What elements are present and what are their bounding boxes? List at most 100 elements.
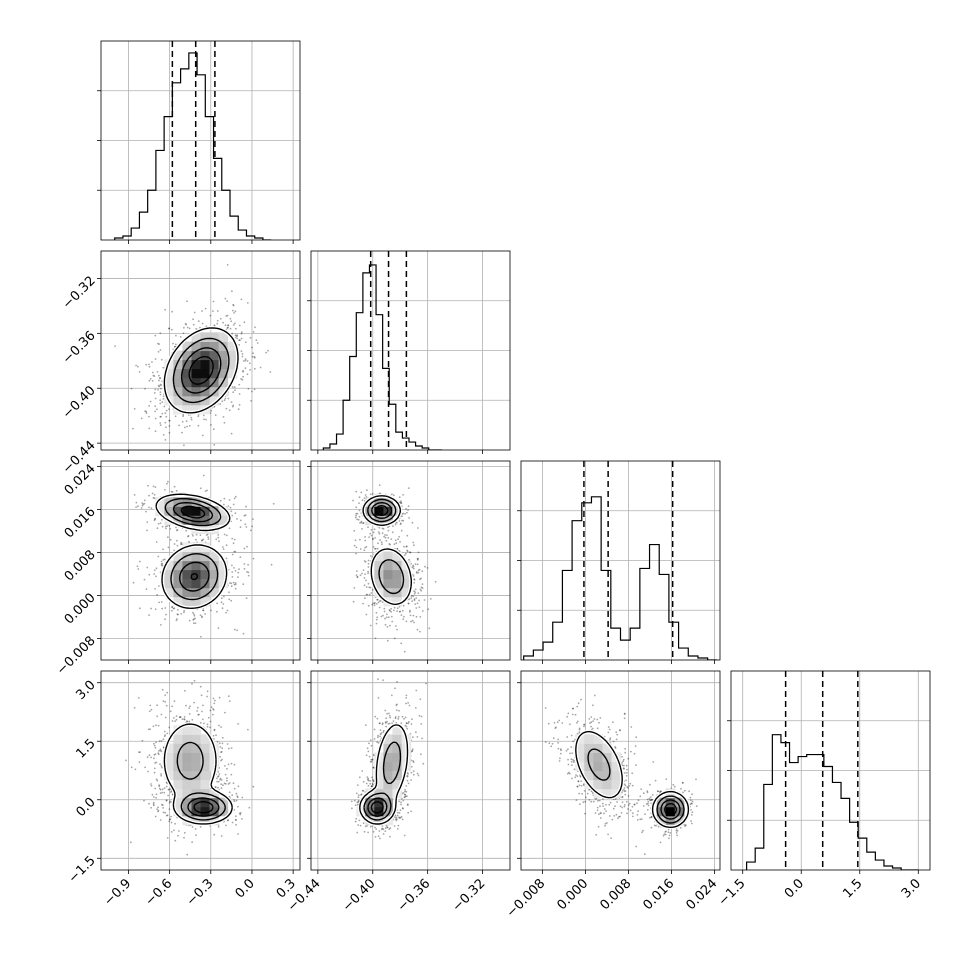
scatter-point <box>354 804 357 807</box>
density-cell <box>164 761 174 772</box>
scatter-point <box>150 708 153 711</box>
scatter-point <box>624 790 627 792</box>
scatter-point <box>378 532 381 535</box>
scatter-point <box>228 409 231 412</box>
scatter-point <box>577 780 580 783</box>
scatter-point <box>396 521 398 524</box>
scatter-point <box>175 334 177 337</box>
contour-line <box>176 741 226 821</box>
scatter-point <box>664 833 667 836</box>
scatter-point <box>657 790 659 793</box>
scatter-point <box>159 763 161 766</box>
x-tick-label: 0.0 <box>233 876 258 901</box>
scatter-point <box>591 792 594 795</box>
scatter-point <box>644 813 646 816</box>
scatter-point <box>192 611 194 614</box>
scatter-point <box>171 720 174 722</box>
scatter-point <box>623 790 626 793</box>
histogram-panel-3 <box>517 461 720 664</box>
scatter-point <box>583 723 586 726</box>
density-cell <box>374 578 384 589</box>
density-cell <box>365 497 375 507</box>
scatter-point <box>176 618 178 620</box>
scatter-point <box>140 417 143 420</box>
scatter-point <box>159 415 162 418</box>
scatter-point <box>209 314 212 317</box>
scatter-point <box>675 832 678 834</box>
scatter-point <box>173 607 176 610</box>
density-cell <box>173 788 183 799</box>
density-cell <box>209 578 220 589</box>
density-cell <box>209 551 220 562</box>
scatter-point <box>384 827 387 830</box>
scatter-point <box>405 545 408 548</box>
scatter-point <box>378 600 381 602</box>
scatter-point <box>369 780 372 782</box>
scatter-point <box>365 579 367 582</box>
scatter-point <box>413 599 416 602</box>
scatter-point <box>410 771 413 774</box>
scatter-point <box>628 785 631 787</box>
scatter-point <box>171 310 174 313</box>
density-cell <box>200 569 211 580</box>
scatter-point <box>389 716 392 719</box>
density-cell <box>182 806 192 817</box>
histogram-panel-4 <box>727 671 930 874</box>
scatter-point <box>351 807 353 810</box>
scatter-point <box>130 766 133 769</box>
density-cell <box>191 734 202 744</box>
scatter-point <box>132 427 134 430</box>
scatter-point <box>405 725 408 728</box>
scatter-point <box>403 650 406 653</box>
scatter-point <box>362 522 365 524</box>
scatter-point <box>152 371 154 374</box>
scatter-point <box>358 800 360 802</box>
scatter-point <box>390 694 393 697</box>
contour-line <box>370 801 384 814</box>
scatter-point <box>162 398 165 400</box>
scatter-point <box>210 409 213 412</box>
scatter-point <box>157 752 160 754</box>
scatter-point <box>406 803 409 806</box>
scatter-point <box>151 492 154 495</box>
scatter-point <box>691 811 694 813</box>
scatter-point <box>227 819 229 822</box>
scatter-point <box>624 751 627 754</box>
scatter-point <box>160 563 163 565</box>
scatter-point <box>584 800 587 803</box>
scatter-point <box>231 571 234 573</box>
scatter-point <box>403 717 405 720</box>
scatter-point <box>375 603 378 605</box>
density-cell <box>191 377 202 388</box>
scatter-point <box>355 506 358 509</box>
scatter-point <box>361 770 364 772</box>
density-cell <box>401 587 412 598</box>
scatter-point <box>189 705 192 708</box>
scatter-point <box>187 535 190 537</box>
scatter-point <box>193 679 196 682</box>
scatter-point <box>154 334 157 337</box>
scatter-point <box>372 546 375 548</box>
scatter-point <box>226 314 229 317</box>
scatter-point <box>594 812 597 814</box>
scatter-point <box>627 795 630 797</box>
scatter-point <box>229 506 232 509</box>
scatter-point <box>574 713 577 716</box>
contour-line <box>375 505 389 516</box>
density-cell <box>182 779 192 790</box>
density-cell <box>173 806 183 817</box>
scatter-point <box>181 421 184 423</box>
scatter-point <box>217 775 219 778</box>
scatter-point <box>232 309 234 312</box>
scatter-point <box>201 718 204 721</box>
scatter-point <box>171 705 174 708</box>
scatter-point <box>219 777 222 780</box>
scatter-point <box>417 569 420 572</box>
scatter-point <box>623 804 626 806</box>
density-cell <box>200 806 211 817</box>
scatter-point <box>690 802 693 805</box>
scatter-point <box>626 768 628 771</box>
scatter-point <box>167 546 170 549</box>
scatter-point <box>376 598 379 601</box>
scatter-point <box>238 393 241 395</box>
